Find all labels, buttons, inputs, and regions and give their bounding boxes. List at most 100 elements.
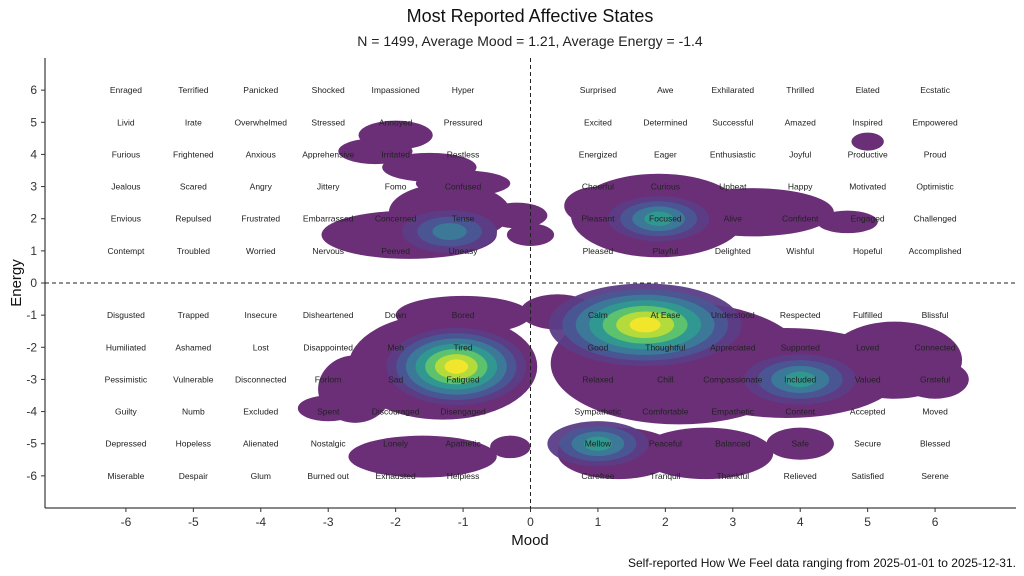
emotion-label: Fomo xyxy=(385,182,407,192)
emotion-label: Scared xyxy=(180,182,207,192)
density-fill xyxy=(672,188,834,237)
emotion-label: Spent xyxy=(317,407,340,417)
emotion-label: Guilty xyxy=(115,407,137,417)
emotion-label: Impassioned xyxy=(372,85,420,95)
emotion-label: Wishful xyxy=(786,246,814,256)
emotion-label: Alienated xyxy=(243,439,279,449)
emotion-label: Determined xyxy=(643,117,687,127)
emotion-label: Alive xyxy=(724,214,743,224)
emotion-label: Disgusted xyxy=(107,310,145,320)
emotion-label: Engaged xyxy=(851,214,885,224)
emotion-label: Hyper xyxy=(452,85,475,95)
x-tick-label: 5 xyxy=(864,515,871,529)
emotion-label: Frightened xyxy=(173,149,214,159)
emotion-label: Productive xyxy=(848,149,888,159)
y-tick-label: -1 xyxy=(26,308,37,322)
emotion-label: Upbeat xyxy=(719,182,747,192)
emotion-label: Focused xyxy=(649,214,682,224)
y-tick-label: -5 xyxy=(26,437,37,451)
emotion-label: Helpless xyxy=(447,471,480,481)
emotion-label: Supported xyxy=(781,342,820,352)
emotion-label: Ecstatic xyxy=(920,85,951,95)
emotion-label: Ashamed xyxy=(175,342,211,352)
x-tick-label: -2 xyxy=(390,515,401,529)
x-tick-label: -5 xyxy=(188,515,199,529)
y-tick-label: 4 xyxy=(30,147,37,161)
emotion-label: Angry xyxy=(250,182,273,192)
y-tick-label: -6 xyxy=(26,469,37,483)
emotion-label: Nostalgic xyxy=(311,439,347,449)
density-fill xyxy=(851,132,884,151)
emotion-label: Blessed xyxy=(920,439,951,449)
emotion-label: Accepted xyxy=(850,407,886,417)
emotion-label: Anxious xyxy=(246,149,276,159)
density-region-4 xyxy=(851,132,884,151)
density-fill xyxy=(338,138,413,165)
emotion-label: Glum xyxy=(251,471,271,481)
y-tick-label: -4 xyxy=(26,405,37,419)
density-peak-3 xyxy=(744,354,857,405)
density-fill xyxy=(297,395,359,422)
emotion-label: Bored xyxy=(452,310,475,320)
y-tick-label: 2 xyxy=(30,212,37,226)
emotion-label: Respected xyxy=(780,310,821,320)
emotion-label: Surprised xyxy=(580,85,617,95)
emotion-label: Safe xyxy=(791,439,809,449)
emotion-label: Delighted xyxy=(715,246,751,256)
emotion-label: Irate xyxy=(185,117,202,127)
density-peak-2 xyxy=(608,196,710,242)
emotion-label: Confident xyxy=(782,214,819,224)
emotion-label: Pleasant xyxy=(581,214,615,224)
emotion-label: Calm xyxy=(588,310,608,320)
emotion-label: Tranquil xyxy=(650,471,681,481)
x-tick-label: 6 xyxy=(932,515,939,529)
emotion-label: Empathetic xyxy=(712,407,755,417)
density-fill xyxy=(766,427,834,460)
emotion-label: Secure xyxy=(854,439,881,449)
x-tick-label: -1 xyxy=(458,515,469,529)
density-level xyxy=(629,317,661,333)
y-tick-label: -2 xyxy=(26,340,37,354)
density-fill xyxy=(395,295,531,335)
emotion-label: Loved xyxy=(856,342,879,352)
y-tick-label: -3 xyxy=(26,372,37,386)
emotion-label: Trapped xyxy=(178,310,210,320)
emotion-label: Humiliated xyxy=(106,342,146,352)
emotion-label: Nervous xyxy=(312,246,344,256)
emotion-label: Empowered xyxy=(912,117,958,127)
axes: -6 -5 -4 -3 -2 -1 0 1 2 3 4 5 6 6 5 4 3 2 1 0 -1 -2 -3 -4 -5 -6 xyxy=(26,58,1016,529)
chart-subtitle: N = 1499, Average Mood = 1.21, Average E… xyxy=(357,33,703,49)
emotion-label: Hopeless xyxy=(176,439,211,449)
emotion-label: Apathetic xyxy=(445,439,481,449)
emotion-label: Satisfied xyxy=(851,471,884,481)
emotion-label: Concerned xyxy=(375,214,417,224)
emotion-label: Disheartened xyxy=(303,310,354,320)
emotion-label: Tired xyxy=(454,342,473,352)
x-tick-label: 3 xyxy=(729,515,736,529)
emotion-label: Balanced xyxy=(715,439,751,449)
emotion-label: Uneasy xyxy=(449,246,479,256)
emotion-label: Jittery xyxy=(317,182,340,192)
emotion-label: Numb xyxy=(182,407,205,417)
emotion-label: Panicked xyxy=(243,85,278,95)
density-level xyxy=(583,436,613,451)
emotion-label: Motivated xyxy=(849,182,886,192)
density-peak-5 xyxy=(547,421,649,467)
emotion-label: Repulsed xyxy=(175,214,211,224)
density-fill xyxy=(638,427,774,480)
emotion-label: Included xyxy=(784,374,816,384)
emotion-label: Elated xyxy=(856,85,880,95)
emotion-labels: Enraged Terrified Panicked Shocked Impassion… xyxy=(105,85,962,481)
x-tick-label: 4 xyxy=(797,515,804,529)
emotion-label: Cheerful xyxy=(582,182,614,192)
emotion-label: Awe xyxy=(657,85,674,95)
x-tick-label: 2 xyxy=(662,515,669,529)
density-level xyxy=(432,223,467,240)
emotion-label: Despair xyxy=(179,471,208,481)
emotion-label: Furious xyxy=(112,149,140,159)
emotion-label: Eager xyxy=(654,149,677,159)
density-fill xyxy=(817,210,878,234)
emotion-label: Valued xyxy=(855,374,881,384)
